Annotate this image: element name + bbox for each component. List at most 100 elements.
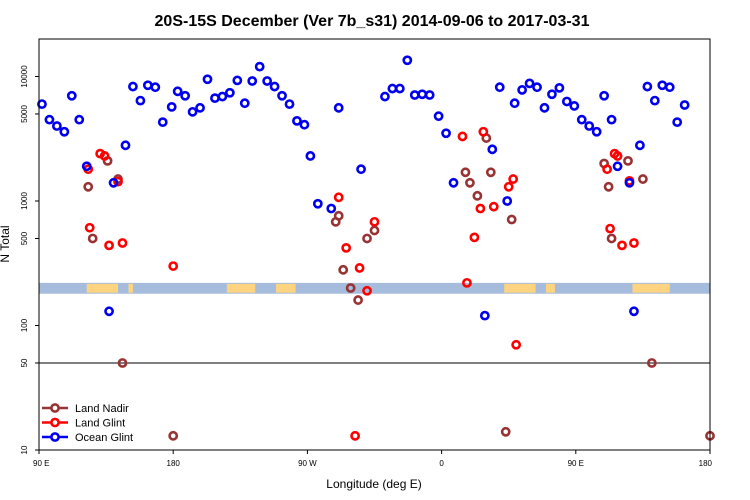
data-point (623, 155, 633, 166)
data-point (460, 167, 471, 178)
data-point (44, 114, 55, 125)
data-point (338, 264, 349, 275)
data-point (305, 151, 316, 161)
data-point (113, 176, 123, 187)
y-tick-label: 1000 (20, 192, 29, 210)
x-tick-label: 90 E (33, 459, 49, 468)
data-point (269, 81, 280, 92)
data-point (679, 100, 690, 110)
data-point (569, 101, 580, 111)
data-point (232, 75, 243, 86)
data-point (157, 117, 168, 128)
data-point (284, 99, 295, 110)
data-point (202, 74, 213, 85)
x-tick-label: 180 (167, 459, 181, 468)
data-point (629, 238, 639, 248)
data-point (591, 126, 602, 137)
y-tick-label: 500 (20, 231, 29, 245)
series-ocean-glint (37, 55, 690, 321)
data-point (341, 242, 352, 253)
data-point (210, 93, 220, 104)
y-axis-label: N Total (0, 225, 12, 262)
legend-marker (50, 403, 60, 413)
data-point (299, 119, 310, 130)
y-tick-label: 50 (20, 358, 29, 367)
data-point (664, 82, 675, 93)
plot-frame (38, 38, 711, 451)
coverage-band (39, 282, 710, 294)
data-point (524, 78, 535, 89)
data-point (602, 164, 613, 175)
x-axis-label: Longitude (deg E) (326, 477, 421, 491)
data-point (457, 131, 468, 142)
data-point (599, 90, 610, 101)
data-point (108, 177, 119, 188)
data-point (168, 261, 179, 271)
data-point (635, 140, 645, 151)
legend-item: Land Nadir (42, 403, 129, 415)
data-point (380, 91, 390, 102)
data-point (417, 89, 428, 100)
data-point (485, 167, 496, 178)
data-point (539, 102, 550, 113)
data-point (345, 283, 356, 293)
legend-item: Land Glint (42, 418, 125, 430)
data-point (180, 90, 191, 101)
data-point (500, 426, 511, 437)
legend-label: Ocean Glint (75, 432, 133, 444)
data-point (59, 126, 70, 137)
legend-marker (50, 417, 60, 428)
data-point (128, 81, 138, 92)
data-point (166, 101, 177, 112)
data-point (612, 161, 623, 172)
x-tick-label: 90 E (568, 459, 584, 468)
data-point (142, 80, 153, 91)
data-point (333, 192, 344, 203)
land-band-segment (276, 283, 296, 293)
data-point (292, 115, 302, 126)
data-point (606, 114, 617, 125)
data-point (494, 82, 505, 93)
data-point (487, 144, 498, 155)
data-point (362, 233, 372, 244)
data-point (475, 203, 486, 214)
y-tick-label: 100 (20, 318, 29, 332)
data-point (642, 81, 653, 92)
data-point (517, 85, 528, 95)
data-point (424, 90, 435, 100)
data-point (646, 358, 657, 368)
data-point (99, 151, 110, 161)
data-point (254, 61, 265, 72)
data-point (195, 102, 205, 113)
data-point (83, 181, 94, 192)
data-point (672, 117, 683, 128)
y-tick-label: 5000 (20, 105, 29, 123)
land-band-segment (545, 283, 555, 293)
data-point (51, 121, 62, 131)
data-point (469, 232, 480, 243)
data-point (509, 98, 520, 109)
data-point (472, 190, 483, 201)
data-point (262, 76, 273, 86)
x-tick-label: 90 W (298, 459, 317, 468)
x-tick-label: 0 (439, 459, 444, 468)
data-point (37, 99, 47, 110)
legend-marker (50, 432, 60, 442)
data-point (394, 83, 405, 94)
data-point (612, 151, 623, 161)
data-point (508, 174, 519, 184)
data-point (356, 164, 366, 175)
data-point (117, 358, 128, 368)
data-point (479, 310, 490, 321)
data-point (441, 128, 451, 139)
data-point (104, 240, 114, 251)
data-point (617, 240, 627, 251)
chart-title: 20S-15S December (Ver 7b_s31) 2014-09-06… (155, 13, 590, 30)
data-point (217, 91, 228, 102)
data-point (433, 111, 444, 122)
data-point (561, 96, 572, 107)
data-point (326, 203, 337, 214)
data-point (135, 95, 146, 106)
data-point (606, 233, 617, 244)
data-point (488, 201, 499, 212)
